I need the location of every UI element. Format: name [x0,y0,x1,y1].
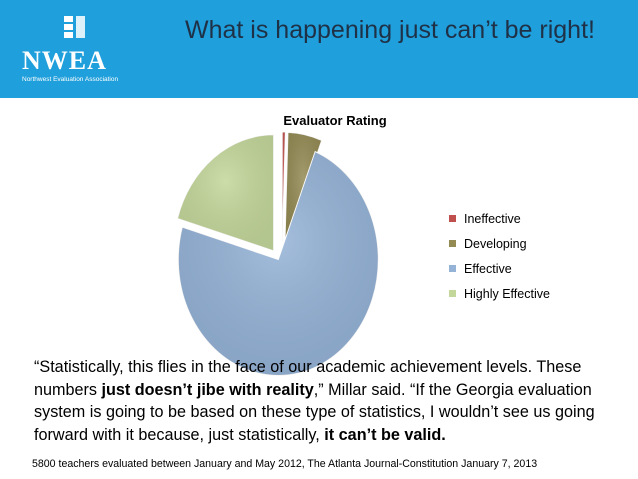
header-banner: NWEA Northwest Evaluation Association Wh… [0,0,638,98]
source-citation: 5800 teachers evaluated between January … [32,458,538,470]
legend-item: Ineffective [449,206,550,231]
chart-legend: Ineffective Developing Effective Highly … [449,206,550,306]
logo-subtext: Northwest Evaluation Association [22,76,119,83]
logo-text: NWEA [22,46,107,75]
legend-swatch-effective [449,265,456,272]
quote-emphasis-1: just doesn’t jibe with reality [101,380,314,399]
legend-swatch-highly-effective [449,290,456,297]
nwea-logo: NWEA Northwest Evaluation Association [22,14,162,84]
quote-part-1: “Statistically, this flies in the face o… [34,358,582,399]
legend-label: Effective [464,261,512,276]
legend-swatch-developing [449,240,456,247]
legend-swatch-ineffective [449,215,456,222]
chart-title: Evaluator Rating [283,113,387,128]
quote-text: “Statistically, this flies in the face o… [34,356,614,446]
quote-part-2: ,” Millar said. “If the Georgia evaluati… [34,380,595,444]
legend-item: Developing [449,231,550,256]
legend-label: Ineffective [464,211,521,226]
logo-mark-icon [64,16,85,38]
quote-emphasis-2: it can’t be valid. [324,425,446,444]
legend-label: Developing [464,236,527,251]
legend-item: Highly Effective [449,281,550,306]
legend-item: Effective [449,256,550,281]
pie-slice-shading [177,134,274,251]
slide-title: What is happening just can’t be right! [185,16,595,44]
pie-slice-shading [178,151,379,376]
pie-slice-shading [282,132,286,249]
legend-label: Highly Effective [464,286,550,301]
